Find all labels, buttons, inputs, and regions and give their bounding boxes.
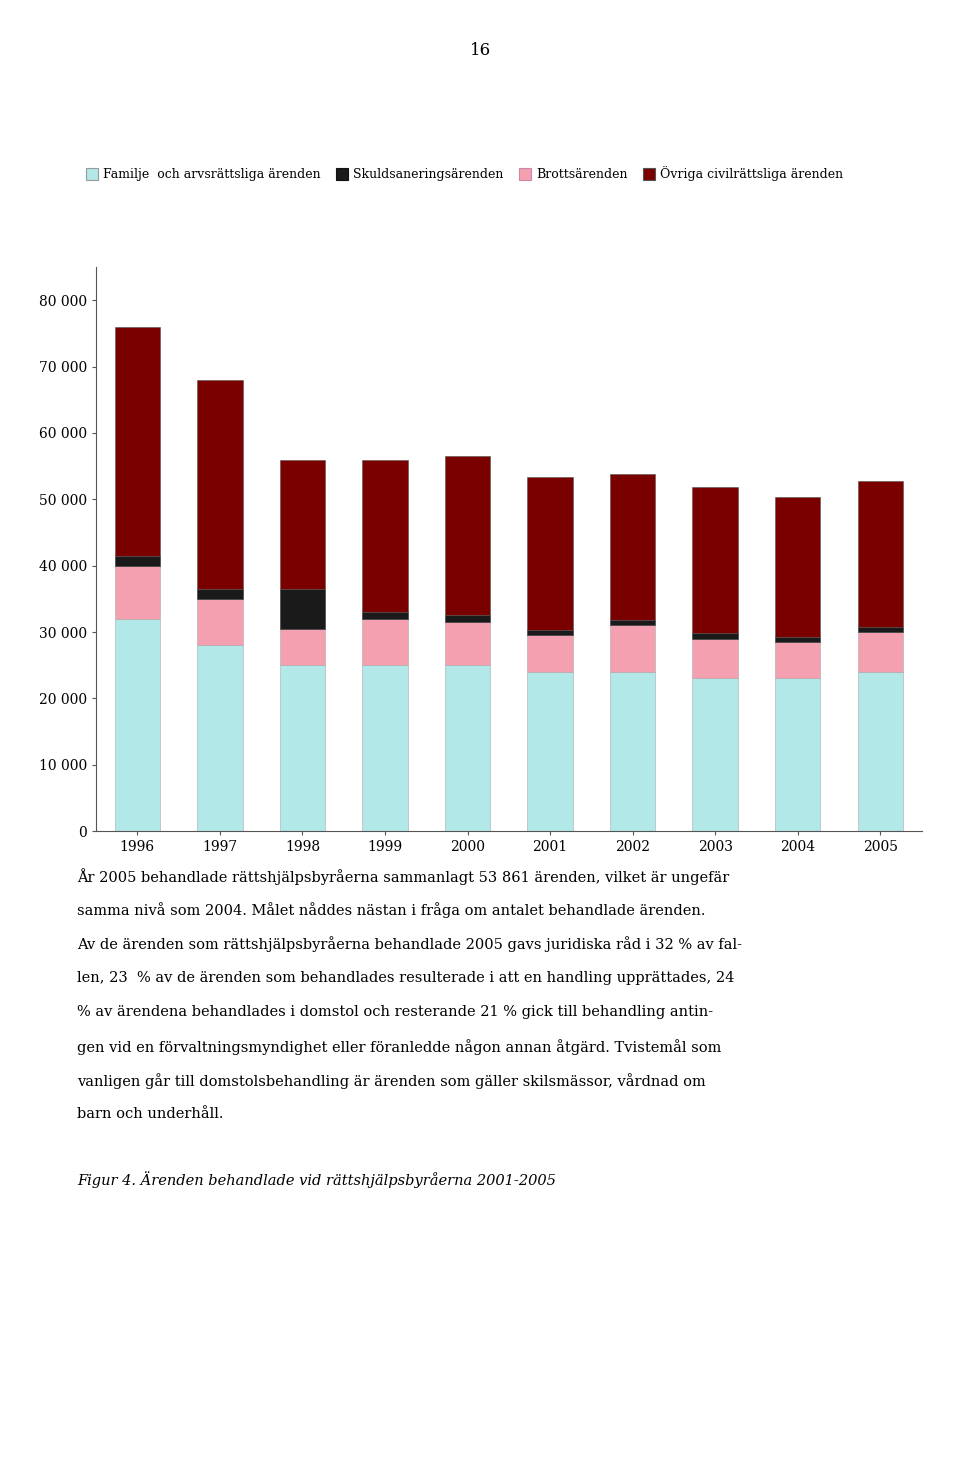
Bar <box>527 478 573 631</box>
Bar <box>362 619 408 665</box>
Text: % av ärendena behandlades i domstol och resterande 21 % gick till behandling ant: % av ärendena behandlades i domstol och … <box>77 1005 713 1018</box>
Text: len, 23  % av de ärenden som behandlades resulterade i att en handling upprättad: len, 23 % av de ärenden som behandlades … <box>77 971 734 984</box>
Bar <box>610 473 656 620</box>
Bar <box>444 622 491 665</box>
Text: År 2005 behandlade rättshjälpsbyråerna sammanlagt 53 861 ärenden, vilket är unge: År 2005 behandlade rättshjälpsbyråerna s… <box>77 868 729 884</box>
Bar <box>692 638 738 678</box>
Bar <box>362 460 408 611</box>
Bar <box>692 487 738 634</box>
Bar <box>444 616 491 622</box>
Bar <box>857 626 903 632</box>
Bar <box>857 632 903 672</box>
Bar <box>279 589 325 629</box>
Text: samma nivå som 2004. Målet nåddes nästan i fråga om antalet behandlade ärenden.: samma nivå som 2004. Målet nåddes nästan… <box>77 902 706 919</box>
Bar <box>197 600 243 646</box>
Bar <box>362 611 408 619</box>
Bar <box>857 672 903 831</box>
Bar <box>279 629 325 665</box>
Bar <box>197 646 243 831</box>
Bar <box>527 631 573 635</box>
Text: 16: 16 <box>469 42 491 58</box>
Bar <box>444 665 491 831</box>
Bar <box>279 665 325 831</box>
Bar <box>775 678 821 831</box>
Bar <box>692 678 738 831</box>
Text: gen vid en förvaltningsmyndighet eller föranledde någon annan åtgärd. Tvistemål : gen vid en förvaltningsmyndighet eller f… <box>77 1039 721 1055</box>
Bar <box>527 635 573 672</box>
Text: Av de ärenden som rättshjälpsbyråerna behandlade 2005 gavs juridiska råd i 32 % : Av de ärenden som rättshjälpsbyråerna be… <box>77 936 742 953</box>
Bar <box>114 565 160 619</box>
Bar <box>279 460 325 589</box>
Bar <box>775 643 821 678</box>
Bar <box>610 620 656 625</box>
Bar <box>692 634 738 638</box>
Text: barn och underhåll.: barn och underhåll. <box>77 1107 224 1120</box>
Bar <box>610 672 656 831</box>
Bar <box>197 380 243 589</box>
Bar <box>114 555 160 565</box>
Text: Figur 4. Ärenden behandlade vid rättshjälpsbyråerna 2001-2005: Figur 4. Ärenden behandlade vid rättshjä… <box>77 1171 556 1187</box>
Bar <box>775 637 821 643</box>
Bar <box>857 481 903 626</box>
Bar <box>610 625 656 672</box>
Legend: Familje  och arvsrättsliga ärenden, Skuldsaneringsärenden, Brottsärenden, Övriga: Familje och arvsrättsliga ärenden, Skuld… <box>85 166 844 181</box>
Bar <box>775 497 821 637</box>
Text: vanligen går till domstolsbehandling är ärenden som gäller skilsmässor, vårdnad : vanligen går till domstolsbehandling är … <box>77 1073 706 1089</box>
Bar <box>114 619 160 831</box>
Bar <box>197 589 243 600</box>
Bar <box>114 326 160 555</box>
Bar <box>362 665 408 831</box>
Bar <box>444 456 491 616</box>
Bar <box>527 672 573 831</box>
